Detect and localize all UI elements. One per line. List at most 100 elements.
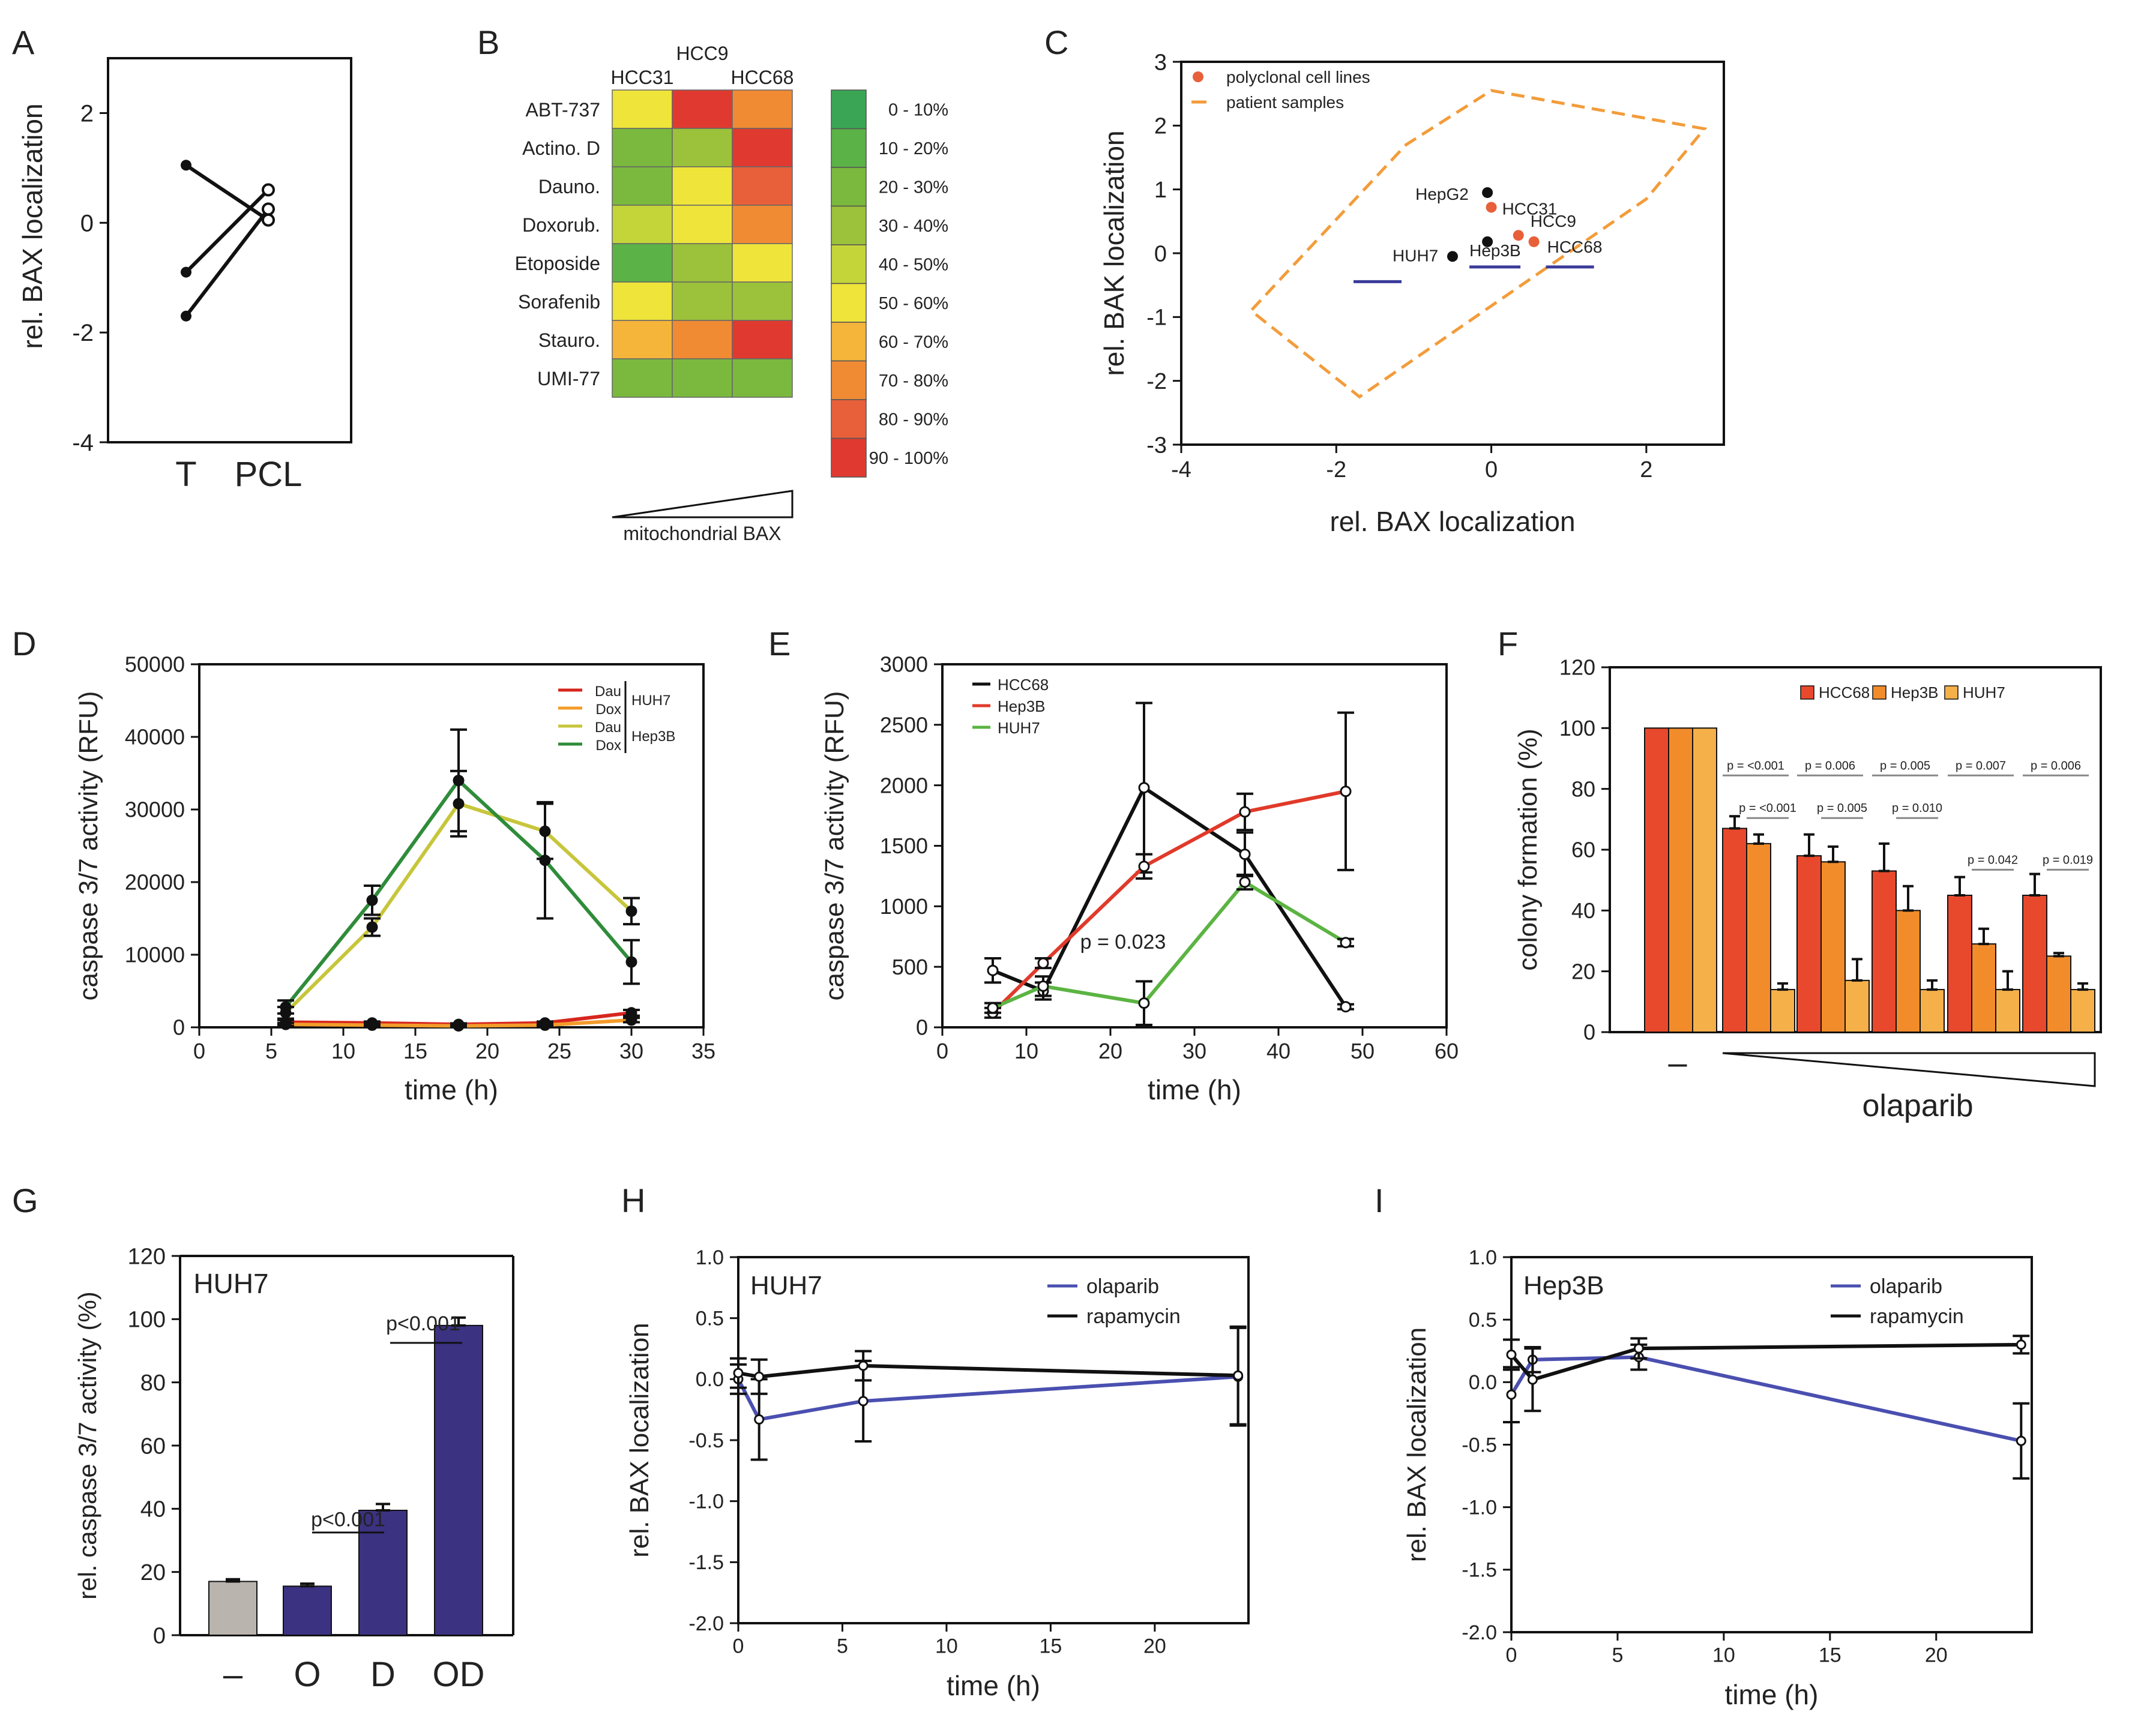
- panel-g-y-tick-label-4: 80: [140, 1371, 166, 1396]
- panel-d-point-1-1: [366, 1019, 378, 1031]
- panel-f-pvalue-top-0: p = <0.001: [1727, 759, 1784, 772]
- panel-h-y-tick-label-3: -0.5: [688, 1429, 724, 1452]
- panel-g-category-3: OD: [433, 1655, 485, 1694]
- panel-d-x-tick-label-3: 15: [403, 1039, 427, 1063]
- panel-b-legend-swatch-0: [831, 89, 867, 130]
- panel-b-col-label-1: HCC9: [676, 43, 728, 64]
- panel-c-x-tick-label-0: -4: [1171, 457, 1191, 482]
- panel-d-point-3-1: [366, 894, 378, 906]
- panel-e-point-2-3: [1239, 876, 1251, 888]
- panel-b-gradient-wedge: [612, 490, 793, 518]
- panel-i-point-0-0: [1506, 1389, 1517, 1400]
- panel-i-legend-label-1: rapamycin: [1870, 1305, 1964, 1328]
- panel-e-ylabel: caspase 3/7 activity (RFU): [820, 691, 849, 1001]
- panel-e-y-tick-label-5: 2500: [880, 712, 928, 737]
- panel-b-heatmap-cell-6-2: [732, 320, 793, 359]
- panel-e-point-0-3: [1239, 848, 1251, 860]
- panel-c-point-2: [1513, 230, 1524, 241]
- panel-c-ylabel: rel. BAK localization: [1098, 130, 1130, 376]
- panel-a-y-tick-label-3: 2: [80, 100, 94, 127]
- panel-d-y-tick-label-4: 40000: [125, 725, 185, 749]
- panel-a-y-tick-label-0: -4: [72, 430, 94, 456]
- panel-a-point-pcl-1: [262, 183, 275, 197]
- panel-b-legend-label-2: 20 - 30%: [879, 178, 948, 197]
- panel-b-legend-label-9: 90 - 100%: [869, 449, 948, 468]
- panel-i-point-1-1: [1527, 1374, 1538, 1385]
- panel-g-bar-3: [434, 1324, 483, 1636]
- panel-g-category-0: –: [223, 1655, 243, 1694]
- panel-f-bar-2-1: [1820, 861, 1846, 1033]
- panel-b-row-label-2: Dauno.: [538, 176, 600, 197]
- panel-d-point-1-3: [539, 1019, 551, 1031]
- panel-d-xlabel: time (h): [405, 1074, 498, 1105]
- panel-d-x-tick-label-5: 25: [547, 1039, 571, 1063]
- panel-d-legend-group-0: HUH7: [631, 692, 670, 709]
- panel-h-y-tick-label-0: -2.0: [688, 1612, 724, 1635]
- panel-c-x-tick-label-3: 2: [1640, 457, 1652, 482]
- panel-f-pvalue-top-3: p = 0.007: [1956, 759, 2006, 772]
- panel-b-legend-swatch-8: [831, 399, 867, 439]
- panel-c-legend-label-0: polyclonal cell lines: [1226, 68, 1370, 86]
- panel-f-bar-5-2: [2070, 989, 2095, 1033]
- panel-i-series-0: [1510, 1355, 2022, 1443]
- panel-c-point-label-4: Hep3B: [1469, 241, 1521, 260]
- panel-b-legend-swatch-5: [831, 283, 867, 323]
- panel-e-point-0-2: [1138, 782, 1150, 794]
- panel-d-legend-group-1: Hep3B: [631, 728, 675, 745]
- panel-d-point-3-4: [625, 956, 637, 968]
- panel-f-y-tick-label-5: 100: [1559, 716, 1595, 740]
- panel-b-legend-label-5: 50 - 60%: [879, 294, 948, 313]
- panel-i-chart: -2.0 -1.5 -1.0 -0.5 0.0 0.5 1.0 0 5 10 15 20 time (h…: [1402, 1246, 2033, 1710]
- panel-d-legend-label-0: Dau: [595, 683, 621, 700]
- panel-a-series-line-1: [184, 188, 270, 274]
- panel-e-annotation: p = 0.023: [1080, 931, 1166, 954]
- panel-d-point-1-0: [280, 1018, 292, 1030]
- panel-h-series-1: [738, 1363, 1238, 1379]
- panel-f-legend-swatch-1: [1872, 685, 1887, 700]
- panel-f-pvalue-mid-0: p = <0.001: [1739, 802, 1796, 815]
- panel-f-bar-2-2: [1844, 979, 1870, 1033]
- panel-h-y-tick-label-5: 0.5: [696, 1308, 724, 1330]
- panel-b-heatmap-cell-4-1: [672, 243, 733, 283]
- panel-e-point-1-3: [1239, 806, 1251, 818]
- panel-c-y-tick-label-5: 2: [1154, 114, 1167, 139]
- panel-c-point-5: [1447, 251, 1458, 262]
- panel-e-point-0-4: [1340, 1001, 1352, 1013]
- panel-h-x-tick-label-3: 15: [1039, 1635, 1062, 1658]
- panel-g-y-tick-label-5: 100: [128, 1308, 166, 1333]
- panel-c-point-label-5: HUH7: [1393, 246, 1438, 265]
- panel-d-x-tick-label-1: 5: [265, 1039, 277, 1063]
- panel-h-x-tick-label-4: 20: [1143, 1635, 1166, 1658]
- panel-e-x-tick-label-0: 0: [936, 1039, 948, 1063]
- panel-b-legend-swatch-6: [831, 322, 867, 362]
- panel-e-y-tick-label-1: 500: [892, 955, 928, 979]
- panel-h-y-tick-label-2: -1.0: [688, 1491, 724, 1513]
- panel-e-legend-label-0: HCC68: [998, 676, 1049, 694]
- panel-h-x-tick-label-2: 10: [935, 1635, 958, 1658]
- panel-g-category-1: O: [294, 1655, 321, 1694]
- panel-g-y-tick-label-0: 0: [153, 1623, 166, 1648]
- panel-f-legend-label-2: HUH7: [1963, 683, 2005, 701]
- panel-b-legend-label-7: 70 - 80%: [879, 371, 948, 391]
- panel-b-heatmap-cell-1-0: [612, 128, 673, 167]
- panel-b-row-label-7: UMI-77: [537, 368, 600, 389]
- panel-i-title: Hep3B: [1523, 1271, 1604, 1300]
- panel-e-y-tick-label-4: 2000: [880, 773, 928, 797]
- panel-f-legend-label-0: HCC68: [1819, 683, 1870, 701]
- panel-f-ylabel: colony formation (%): [1513, 728, 1543, 970]
- panel-f-y-tick-label-6: 120: [1559, 655, 1595, 680]
- panel-g-pvalue-1: p<0.001: [386, 1312, 460, 1335]
- panel-i-x-tick-label-2: 10: [1712, 1644, 1735, 1667]
- panel-i-xlabel: time (h): [1725, 1679, 1819, 1710]
- panel-i-point-1-0: [1506, 1350, 1517, 1360]
- panel-b-row-label-4: Etoposide: [515, 253, 600, 274]
- panel-b-legend-label-4: 40 - 50%: [879, 255, 948, 274]
- panel-f-bar-4-0: [1947, 895, 1972, 1033]
- panel-d-point-2-4: [625, 905, 637, 917]
- panel-e-x-tick-label-2: 20: [1098, 1039, 1122, 1063]
- panel-letter-F: F: [1498, 625, 1518, 662]
- panel-f-pvalue-top-4: p = 0.006: [2031, 759, 2081, 772]
- panel-h-chart: -2.0 -1.5 -1.0 -0.5 0.0 0.5 1.0 0 5 10 15 20 time (h…: [625, 1246, 1250, 1701]
- panel-b-legend-label-3: 30 - 40%: [879, 217, 948, 236]
